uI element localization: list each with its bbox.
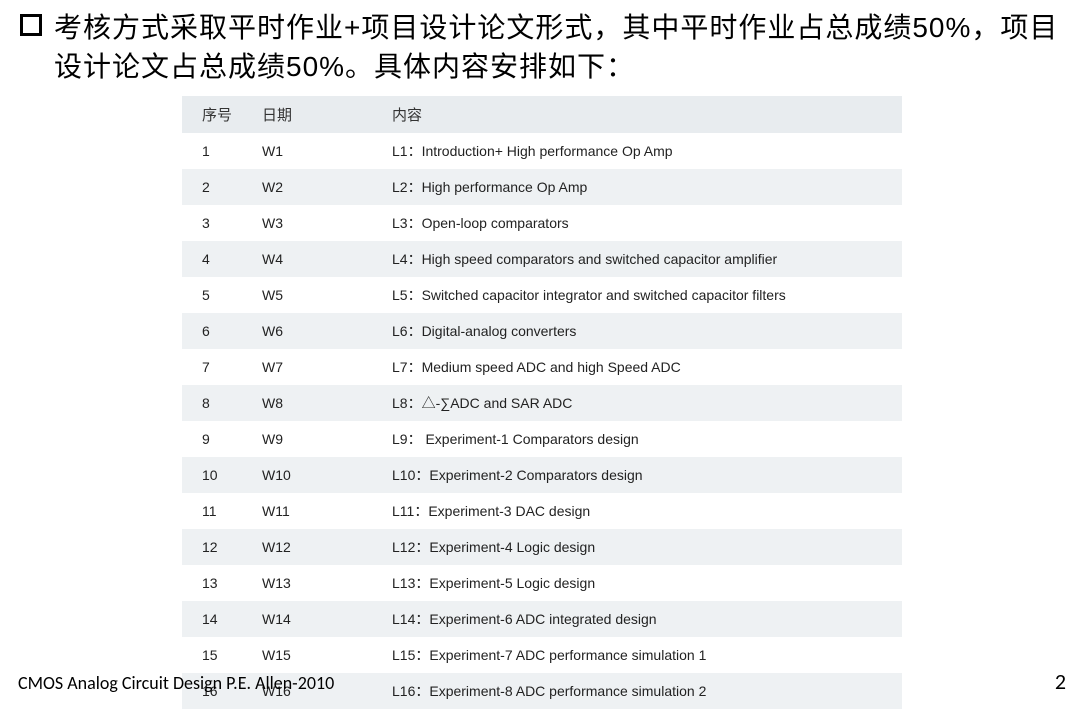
bullet-square-icon — [20, 14, 42, 36]
cell-date: W5 — [252, 277, 352, 313]
cell-content: L6：Digital-analog converters — [352, 313, 902, 349]
cell-date: W10 — [252, 457, 352, 493]
cell-seq: 14 — [182, 601, 252, 637]
cell-seq: 12 — [182, 529, 252, 565]
cell-content: L9： Experiment-1 Comparators design — [352, 421, 902, 457]
slide-footer: CMOS Analog Circuit Design P.E. Allen-20… — [0, 668, 1084, 695]
table-row: 4W4L4：High speed comparators and switche… — [182, 241, 902, 277]
col-header-content: 内容 — [352, 96, 902, 133]
table-row: 1W1L1：Introduction+ High performance Op … — [182, 133, 902, 169]
table-row: 7W7L7：Medium speed ADC and high Speed AD… — [182, 349, 902, 385]
table-row: 8W8L8：△-∑ADC and SAR ADC — [182, 385, 902, 421]
table-header-row: 序号 日期 内容 — [182, 96, 902, 133]
table-row: 11W11L11：Experiment-3 DAC design — [182, 493, 902, 529]
cell-date: W8 — [252, 385, 352, 421]
cell-content: L5：Switched capacitor integrator and swi… — [352, 277, 902, 313]
table-row: 13W13L13：Experiment-5 Logic design — [182, 565, 902, 601]
cell-seq: 1 — [182, 133, 252, 169]
cell-date: W1 — [252, 133, 352, 169]
cell-date: W11 — [252, 493, 352, 529]
table-row: 3W3L3：Open-loop comparators — [182, 205, 902, 241]
table-row: 6W6L6：Digital-analog converters — [182, 313, 902, 349]
slide-header: 考核方式采取平时作业+项目设计论文形式，其中平时作业占总成绩50%，项目设计论文… — [0, 0, 1084, 86]
cell-content: L11：Experiment-3 DAC design — [352, 493, 902, 529]
cell-content: L13：Experiment-5 Logic design — [352, 565, 902, 601]
table-row: 9W9L9： Experiment-1 Comparators design — [182, 421, 902, 457]
cell-seq: 2 — [182, 169, 252, 205]
header-text: 考核方式采取平时作业+项目设计论文形式，其中平时作业占总成绩50%，项目设计论文… — [54, 8, 1064, 86]
table-row: 12W12L12：Experiment-4 Logic design — [182, 529, 902, 565]
schedule-table-wrap: 序号 日期 内容 1W1L1：Introduction+ High perfor… — [182, 96, 902, 709]
cell-content: L2：High performance Op Amp — [352, 169, 902, 205]
cell-seq: 9 — [182, 421, 252, 457]
cell-date: W6 — [252, 313, 352, 349]
table-row: 10W10L10：Experiment-2 Comparators design — [182, 457, 902, 493]
footer-source: CMOS Analog Circuit Design P.E. Allen-20… — [18, 672, 334, 694]
cell-date: W2 — [252, 169, 352, 205]
cell-content: L7：Medium speed ADC and high Speed ADC — [352, 349, 902, 385]
cell-content: L10：Experiment-2 Comparators design — [352, 457, 902, 493]
col-header-seq: 序号 — [182, 96, 252, 133]
cell-date: W3 — [252, 205, 352, 241]
cell-content: L14：Experiment-6 ADC integrated design — [352, 601, 902, 637]
cell-date: W14 — [252, 601, 352, 637]
cell-seq: 8 — [182, 385, 252, 421]
cell-seq: 10 — [182, 457, 252, 493]
cell-date: W12 — [252, 529, 352, 565]
cell-seq: 5 — [182, 277, 252, 313]
cell-seq: 7 — [182, 349, 252, 385]
cell-date: W9 — [252, 421, 352, 457]
cell-seq: 13 — [182, 565, 252, 601]
page-number: 2 — [1055, 668, 1066, 695]
cell-seq: 3 — [182, 205, 252, 241]
cell-seq: 4 — [182, 241, 252, 277]
cell-content: L4：High speed comparators and switched c… — [352, 241, 902, 277]
table-row: 5W5L5：Switched capacitor integrator and … — [182, 277, 902, 313]
cell-date: W4 — [252, 241, 352, 277]
cell-seq: 11 — [182, 493, 252, 529]
cell-seq: 6 — [182, 313, 252, 349]
schedule-table: 序号 日期 内容 1W1L1：Introduction+ High perfor… — [182, 96, 902, 709]
table-row: 14W14L14：Experiment-6 ADC integrated des… — [182, 601, 902, 637]
table-body: 1W1L1：Introduction+ High performance Op … — [182, 133, 902, 709]
col-header-date: 日期 — [252, 96, 352, 133]
table-row: 2W2L2：High performance Op Amp — [182, 169, 902, 205]
cell-content: L1：Introduction+ High performance Op Amp — [352, 133, 902, 169]
cell-date: W13 — [252, 565, 352, 601]
cell-content: L12：Experiment-4 Logic design — [352, 529, 902, 565]
cell-content: L3：Open-loop comparators — [352, 205, 902, 241]
cell-content: L8：△-∑ADC and SAR ADC — [352, 385, 902, 421]
cell-date: W7 — [252, 349, 352, 385]
